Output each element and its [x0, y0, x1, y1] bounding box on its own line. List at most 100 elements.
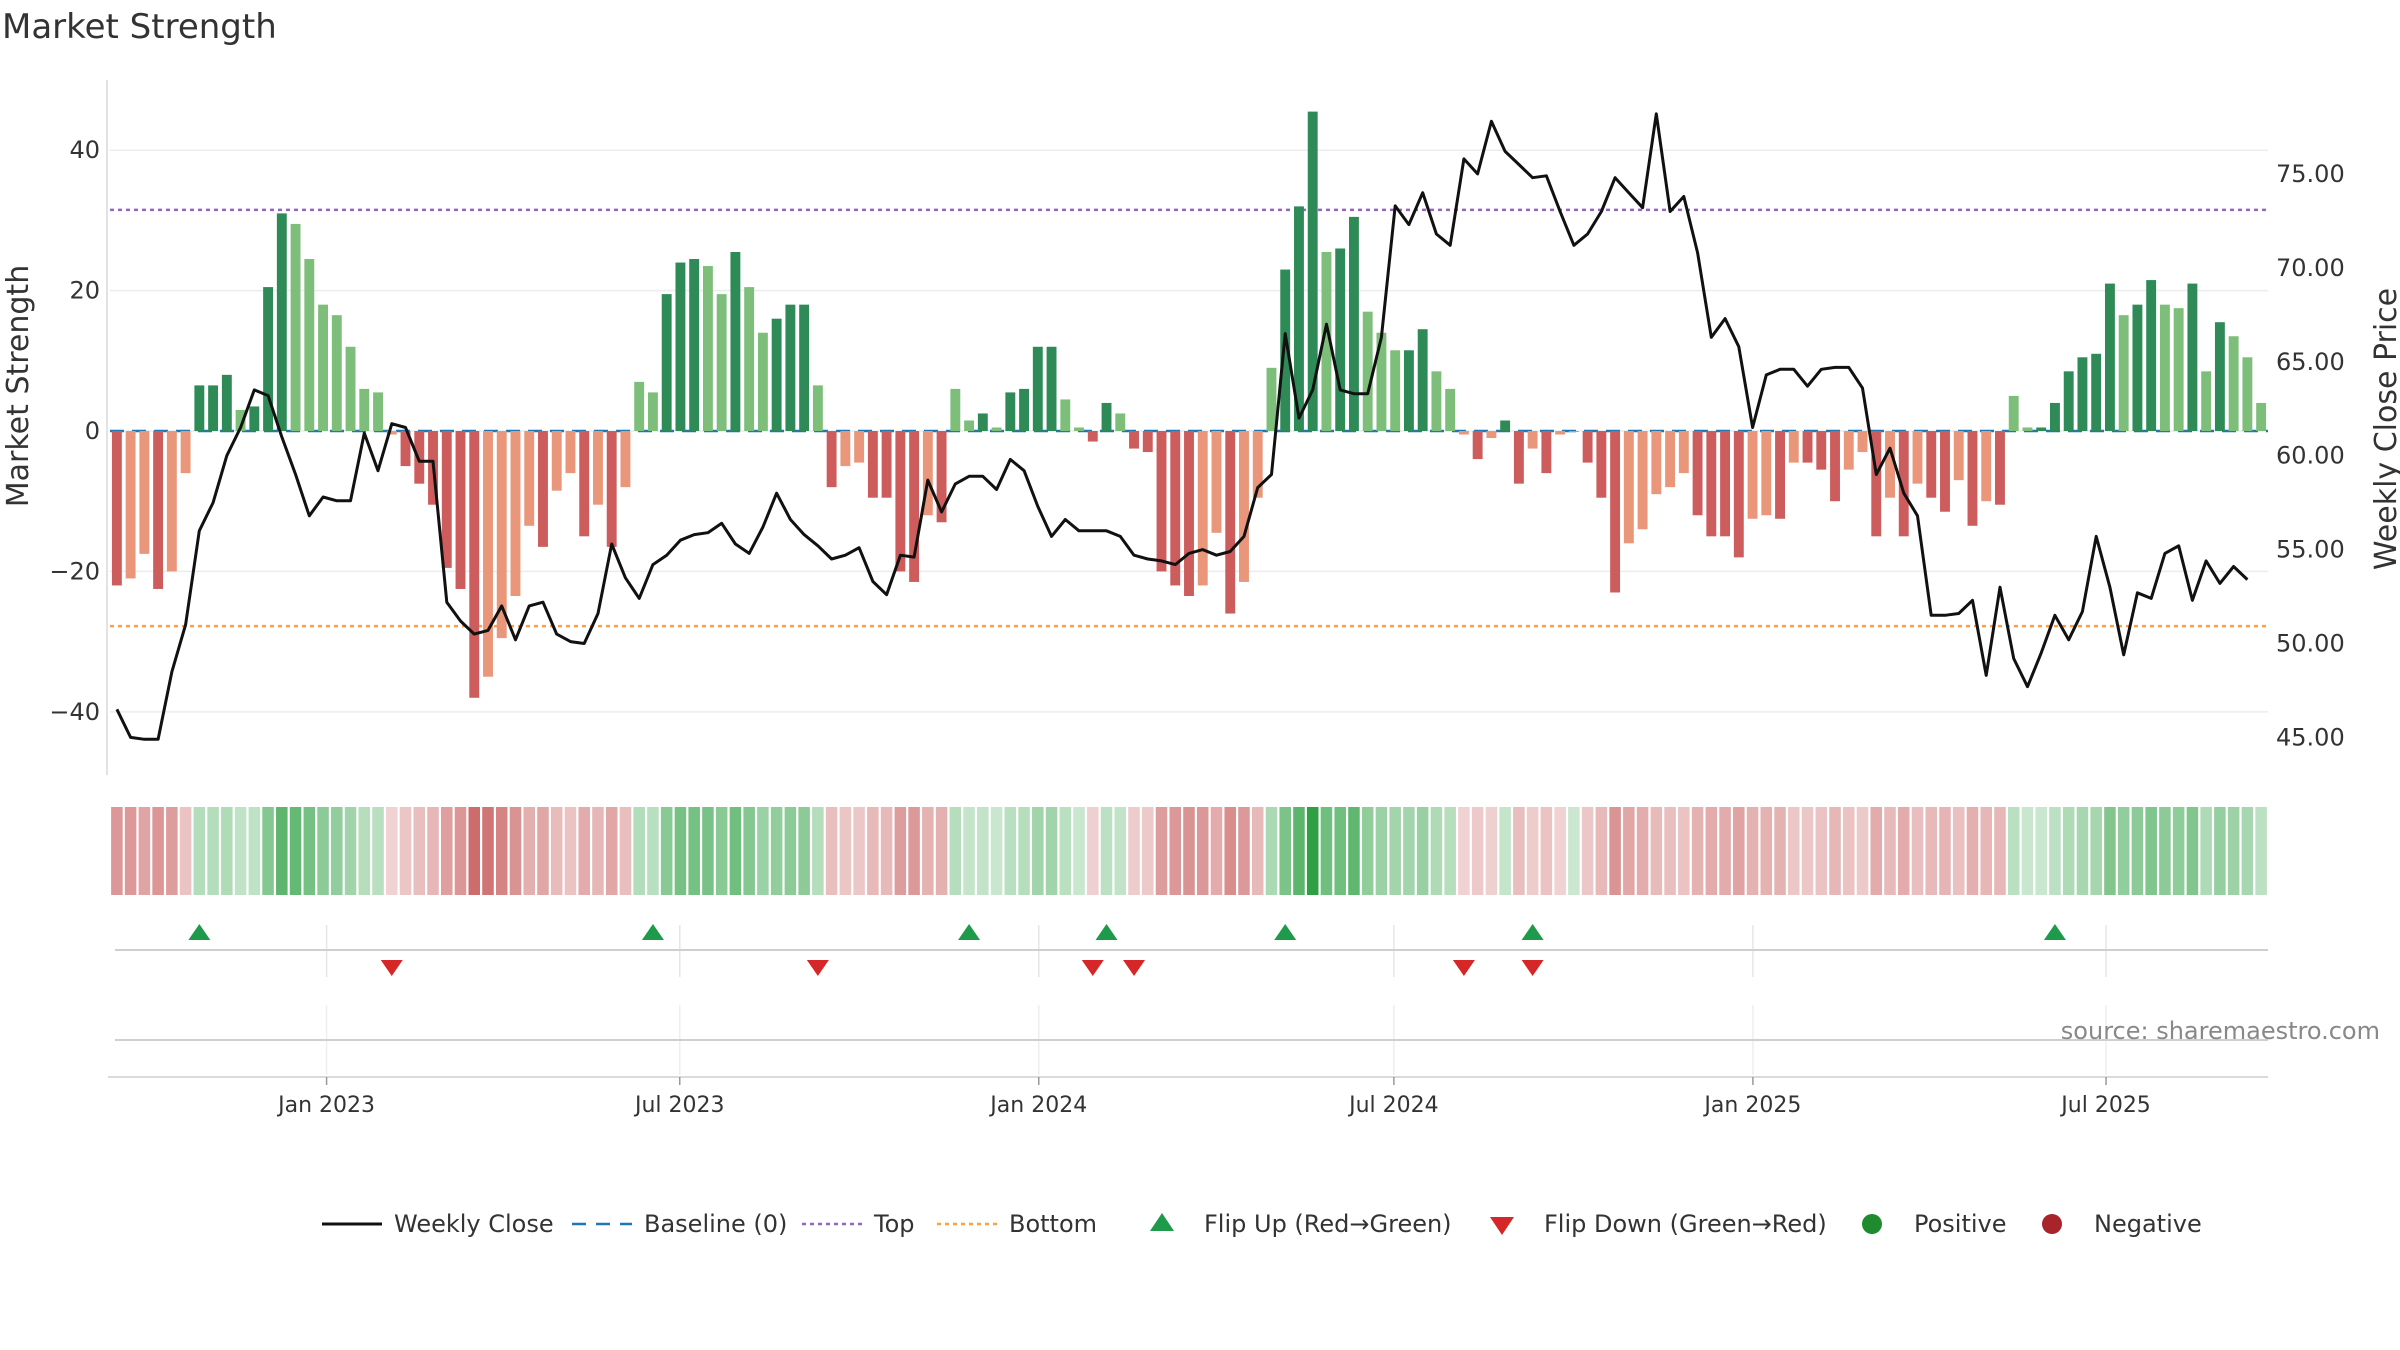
- heat-cell: [1004, 807, 1017, 895]
- heat-cell: [1196, 807, 1209, 895]
- heat-cell: [386, 807, 398, 895]
- heat-cell: [2117, 807, 2130, 895]
- strength-bar: [1046, 346, 1057, 432]
- heat-cell: [770, 807, 783, 895]
- strength-bar: [1142, 431, 1153, 453]
- heat-cell: [331, 807, 343, 895]
- heat-cell: [1842, 807, 1855, 895]
- heat-cell: [468, 807, 481, 895]
- legend-negative-icon: [2042, 1214, 2062, 1234]
- heat-cell: [1815, 807, 1828, 895]
- heat-cell: [1114, 807, 1127, 895]
- heat-cell: [1705, 807, 1718, 895]
- heat-cell: [413, 807, 426, 895]
- strength-bar: [1486, 431, 1497, 439]
- strength-bar: [909, 431, 920, 582]
- strength-bar: [1170, 431, 1181, 586]
- heat-cell: [1636, 807, 1649, 895]
- heat-cell: [1224, 807, 1237, 895]
- heat-cell: [674, 807, 687, 895]
- strength-bar: [634, 381, 645, 432]
- legend: Weekly Close Baseline (0) Top Bottom Flip Up…: [322, 1210, 2202, 1238]
- heat-cell: [1499, 807, 1511, 895]
- strength-bar: [538, 431, 548, 547]
- strength-bar: [2104, 283, 2115, 432]
- strength-bar: [702, 266, 713, 432]
- strength-bar: [1802, 431, 1813, 463]
- strength-bar: [304, 259, 315, 432]
- heat-cell: [2200, 807, 2212, 895]
- legend-item: Flip Down (Green→Red): [1490, 1210, 1827, 1238]
- strength-bar: [1390, 350, 1401, 432]
- strength-bar: [1445, 388, 1456, 432]
- strength-bar: [689, 259, 700, 432]
- strength-bar: [208, 385, 219, 432]
- heat-cell: [537, 807, 549, 895]
- strength-bar: [1225, 431, 1236, 614]
- legend-label: Flip Down (Green→Red): [1544, 1210, 1827, 1238]
- heat-cell: [550, 807, 563, 895]
- heat-cell: [1279, 807, 1291, 895]
- strength-bar: [441, 431, 452, 568]
- heat-cell: [1526, 807, 1539, 895]
- heat-cell: [1554, 807, 1566, 895]
- strength-bar: [2132, 304, 2143, 432]
- heat-cell: [1897, 807, 1910, 895]
- legend-label: Weekly Close: [394, 1210, 554, 1238]
- strength-bar: [1019, 388, 1030, 432]
- heat-cell: [1623, 807, 1635, 895]
- strength-bar: [373, 392, 383, 432]
- heat-cell: [1416, 807, 1429, 895]
- strength-bar: [345, 346, 356, 432]
- heat-cell: [1265, 807, 1278, 895]
- heat-cell: [1870, 807, 1883, 895]
- strength-bar: [331, 315, 342, 432]
- strength-bar: [1555, 431, 1566, 435]
- heat-cell: [1801, 807, 1814, 895]
- weekly-close-line-group: [115, 112, 2249, 741]
- heat-cell: [372, 807, 384, 895]
- right-tick-label: 55.00: [2276, 536, 2345, 564]
- strength-bar: [716, 294, 727, 432]
- heat-cell: [619, 807, 632, 895]
- heat-cell: [111, 807, 123, 895]
- strength-bar: [359, 388, 370, 432]
- heat-cell: [248, 807, 261, 895]
- heat-cell: [1609, 807, 1621, 895]
- strength-bar: [812, 385, 823, 432]
- strength-bar: [1775, 431, 1785, 519]
- strength-bar: [1087, 431, 1098, 442]
- right-tick-label: 70.00: [2276, 254, 2345, 282]
- heat-cell: [2214, 807, 2226, 895]
- strength-bar: [194, 385, 205, 432]
- heat-cell: [234, 807, 247, 895]
- strength-bar: [125, 431, 136, 579]
- legend-item: Flip Up (Red→Green): [1150, 1210, 1452, 1238]
- heat-cell: [894, 807, 907, 895]
- heat-cell: [1760, 807, 1773, 895]
- heat-cell: [1032, 807, 1044, 895]
- heat-cell: [1073, 807, 1085, 895]
- strength-bar: [510, 431, 521, 596]
- strength-bar: [964, 420, 975, 432]
- strength-bar: [1074, 427, 1084, 432]
- x-tick-label: Jul 2024: [1347, 1093, 1439, 1118]
- heat-cell: [784, 807, 797, 895]
- heat-cell: [221, 807, 233, 895]
- legend-label: Bottom: [1009, 1210, 1097, 1238]
- strength-bar: [1184, 431, 1194, 596]
- strength-bar: [1940, 431, 1950, 512]
- strength-bar: [1857, 431, 1868, 453]
- strength-bar: [1885, 431, 1895, 498]
- chart-title: Market Strength: [2, 7, 277, 47]
- heat-cell: [1430, 807, 1443, 895]
- strength-bar: [1239, 431, 1249, 582]
- strength-bar: [730, 251, 741, 432]
- strength-bar: [1431, 371, 1442, 432]
- legend-label: Top: [873, 1210, 915, 1238]
- strength-bar: [1294, 206, 1304, 432]
- heat-cell: [262, 807, 274, 895]
- heat-cell: [1952, 807, 1965, 895]
- heat-cell: [1306, 807, 1319, 895]
- strength-bar: [1678, 431, 1689, 474]
